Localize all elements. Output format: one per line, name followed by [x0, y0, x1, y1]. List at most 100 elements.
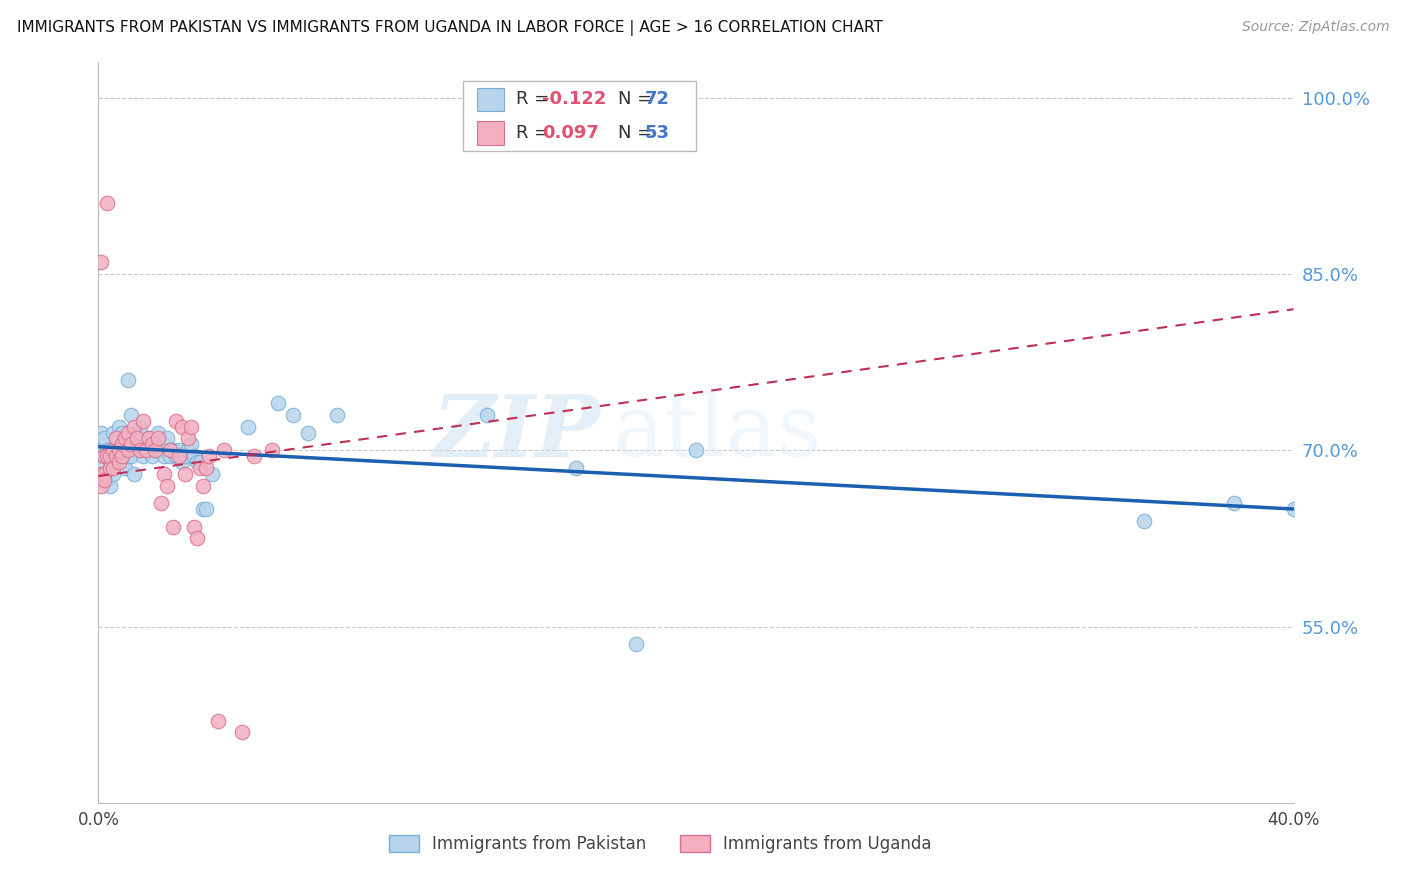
Point	[103, 455, 125, 469]
Point	[231, 725, 253, 739]
Point	[98, 478, 122, 492]
Point	[260, 443, 283, 458]
Point	[150, 496, 173, 510]
Point	[90, 461, 112, 475]
Point	[159, 443, 181, 458]
Text: atlas: atlas	[613, 391, 821, 475]
Point	[124, 467, 146, 481]
Point	[90, 478, 112, 492]
Point	[159, 449, 181, 463]
Text: ZIP: ZIP	[433, 391, 600, 475]
Point	[153, 437, 176, 451]
Text: 0.097: 0.097	[541, 124, 599, 142]
Point	[108, 443, 131, 458]
Point	[148, 432, 170, 446]
Point	[120, 449, 142, 463]
Point	[111, 449, 134, 463]
Point	[165, 449, 187, 463]
Point	[114, 443, 136, 458]
Point	[141, 449, 163, 463]
Point	[127, 432, 149, 446]
Point	[90, 443, 112, 458]
Point	[236, 419, 259, 434]
Point	[281, 408, 304, 422]
Point	[198, 449, 221, 463]
Point	[96, 443, 118, 458]
Point	[103, 443, 125, 458]
Point	[183, 449, 205, 463]
Point	[105, 432, 128, 446]
Point	[93, 473, 115, 487]
Point	[111, 455, 134, 469]
Point	[156, 432, 179, 446]
Point	[150, 443, 173, 458]
Point	[129, 443, 152, 458]
Point	[93, 449, 115, 463]
Point	[111, 425, 134, 440]
Point	[96, 473, 118, 487]
Text: N =: N =	[619, 124, 658, 142]
Point	[90, 255, 112, 269]
Text: 53: 53	[644, 124, 669, 142]
Point	[129, 419, 152, 434]
Point	[188, 461, 211, 475]
Point	[174, 467, 197, 481]
Point	[105, 449, 128, 463]
Point	[243, 449, 266, 463]
Point	[103, 425, 125, 440]
Point	[105, 449, 128, 463]
Point	[93, 467, 115, 481]
Point	[174, 449, 197, 463]
Point	[162, 519, 184, 533]
Point	[132, 414, 155, 428]
Point	[685, 443, 707, 458]
Point	[108, 419, 131, 434]
Point	[167, 449, 190, 463]
Point	[180, 419, 202, 434]
Point	[153, 467, 176, 481]
Point	[127, 425, 149, 440]
Point	[141, 437, 163, 451]
FancyBboxPatch shape	[477, 87, 503, 112]
Point	[117, 373, 139, 387]
Point	[105, 455, 128, 469]
Point	[565, 461, 588, 475]
Point	[183, 519, 205, 533]
Point	[212, 443, 235, 458]
Point	[177, 432, 200, 446]
Legend: Immigrants from Pakistan, Immigrants from Uganda: Immigrants from Pakistan, Immigrants fro…	[381, 826, 939, 861]
Point	[108, 443, 131, 458]
Point	[1133, 514, 1156, 528]
Point	[108, 455, 131, 469]
Point	[297, 425, 319, 440]
Point	[326, 408, 349, 422]
Point	[124, 419, 146, 434]
Point	[117, 425, 139, 440]
Point	[90, 425, 112, 440]
Point	[135, 437, 157, 451]
Point	[120, 437, 142, 451]
Point	[267, 396, 290, 410]
Text: IMMIGRANTS FROM PAKISTAN VS IMMIGRANTS FROM UGANDA IN LABOR FORCE | AGE > 16 COR: IMMIGRANTS FROM PAKISTAN VS IMMIGRANTS F…	[17, 20, 883, 36]
Point	[98, 449, 122, 463]
Point	[167, 443, 190, 458]
Point	[143, 443, 166, 458]
Point	[141, 432, 163, 446]
Point	[117, 449, 139, 463]
Point	[143, 443, 166, 458]
Point	[96, 449, 118, 463]
Point	[138, 432, 160, 446]
Point	[156, 478, 179, 492]
Text: -0.122: -0.122	[541, 90, 606, 109]
Point	[201, 467, 224, 481]
Point	[1223, 496, 1246, 510]
Point	[120, 408, 142, 422]
Point	[93, 432, 115, 446]
Point	[195, 502, 218, 516]
Text: 72: 72	[644, 90, 669, 109]
Point	[475, 408, 498, 422]
Point	[172, 419, 194, 434]
Point	[180, 437, 202, 451]
Point	[135, 443, 157, 458]
Point	[96, 196, 118, 211]
